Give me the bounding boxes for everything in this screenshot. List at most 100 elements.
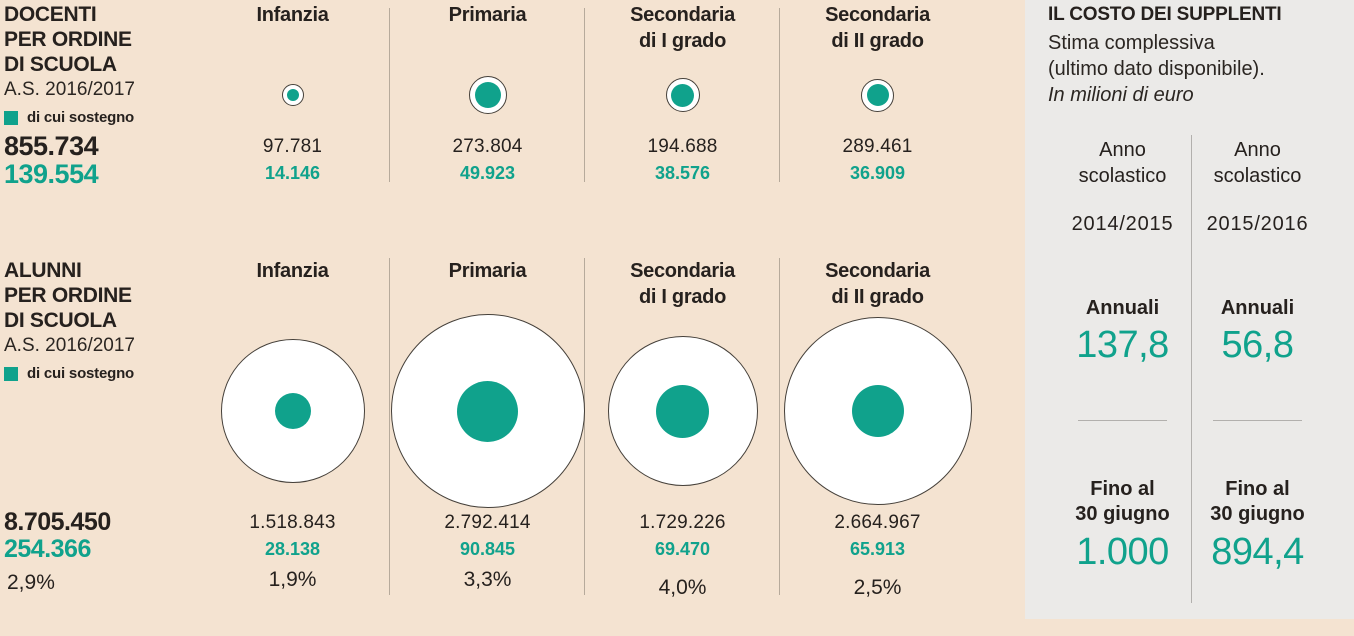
school-year-value: 2014/2015	[1071, 213, 1174, 235]
docenti-value: 289.461	[842, 136, 913, 157]
alunni-total-pct: 2,9%	[7, 571, 55, 594]
column-label: Secondaria di II grado	[780, 2, 975, 54]
docenti-sostegno-value: 38.576	[654, 163, 711, 183]
period-label-line: Anno	[1234, 139, 1281, 161]
alunni-legend: di cui sostegno	[4, 365, 194, 382]
docenti-title-line: PER ORDINE	[4, 28, 132, 51]
alunni-value: 1.729.226	[639, 512, 726, 533]
bubble-chart	[585, 315, 780, 507]
alunni-sostegno-total-value: 254.366	[4, 535, 91, 563]
sostegno-legend-label: di cui sostegno	[27, 365, 135, 382]
docenti-legend: di cui sostegno	[4, 109, 194, 126]
docenti-title-line: DOCENTI	[4, 3, 97, 26]
period-label: Anno scolastico	[1055, 137, 1190, 189]
column-label-line: Infanzia	[256, 260, 329, 282]
period-label-line: scolastico	[1078, 165, 1167, 187]
docenti-value: 194.688	[647, 136, 718, 157]
cost-panel: IL COSTO DEI SUPPLENTI Stima complessiva…	[1025, 0, 1354, 619]
column-label: Secondaria di I grado	[585, 258, 780, 310]
alunni-title-line: PER ORDINE	[4, 284, 132, 307]
column-divider	[389, 8, 390, 182]
column-label-line: di II grado	[831, 30, 924, 52]
cost-subtitle-line: (ultimo dato disponibile).	[1048, 58, 1265, 80]
june-cost-value: 894,4	[1211, 531, 1304, 573]
column-label-line: Infanzia	[256, 4, 329, 26]
alunni-totals: 8.705.450 254.366 2,9%	[4, 509, 194, 595]
alunni-school-year: A.S. 2016/2017	[4, 335, 135, 356]
alunni-pct-value: 3,3%	[463, 568, 512, 591]
docenti-sostegno-total-value: 139.554	[4, 159, 99, 189]
alunni-title-line: DI SCUOLA	[4, 309, 117, 332]
sostegno-legend-swatch	[4, 110, 18, 125]
column-divider	[389, 258, 390, 595]
column-label: Infanzia	[195, 2, 390, 28]
column-label-line: Secondaria	[630, 260, 735, 282]
june-label-line: Fino al	[1225, 478, 1290, 500]
bubble-chart	[780, 62, 975, 128]
june-label-line: Fino al	[1090, 478, 1155, 500]
annual-label: Annuali	[1085, 297, 1160, 319]
alunni-sostegno-value: 65.913	[849, 539, 906, 559]
alunni-pct-value: 2,5%	[853, 576, 902, 599]
alunni-total-value: 8.705.450	[4, 508, 111, 536]
cost-panel-title: IL COSTO DEI SUPPLENTI	[1048, 4, 1282, 25]
docenti-title: DOCENTI PER ORDINE DI SCUOLA	[4, 2, 194, 77]
bubble-inner-sostegno	[866, 84, 889, 106]
bubble-chart	[195, 315, 390, 507]
bubble-outer	[783, 317, 972, 505]
cost-separator-line	[1213, 420, 1302, 421]
docenti-header-block: DOCENTI PER ORDINE DI SCUOLA A.S. 2016/2…	[4, 2, 194, 126]
docenti-sostegno-value: 49.923	[459, 163, 516, 183]
column-divider	[584, 258, 585, 595]
bubble-inner-sostegno	[656, 384, 709, 438]
column-label: Secondaria di II grado	[780, 258, 975, 310]
june-label: Fino al 30 giugno	[1190, 477, 1325, 527]
alunni-header-block: ALUNNI PER ORDINE DI SCUOLA A.S. 2016/20…	[4, 258, 194, 382]
alunni-title: ALUNNI PER ORDINE DI SCUOLA	[4, 258, 194, 333]
june-label: Fino al 30 giugno	[1055, 477, 1190, 527]
column-label: Infanzia	[195, 258, 390, 284]
alunni-value: 1.518.843	[249, 512, 336, 533]
column-label-line: Secondaria	[825, 4, 930, 26]
bubble-inner-sostegno	[671, 83, 694, 107]
alunni-pct-value: 4,0%	[658, 576, 707, 599]
bubble-outer	[665, 78, 700, 112]
cost-column-2015-2016: Anno scolastico 2015/2016 Annuali 56,8 F…	[1190, 0, 1325, 619]
column-label: Primaria	[390, 258, 585, 284]
annual-cost-value: 56,8	[1221, 324, 1294, 366]
june-label-line: 30 giugno	[1075, 503, 1170, 525]
cost-column-2014-2015: Anno scolastico 2014/2015 Annuali 137,8 …	[1055, 0, 1190, 619]
docenti-sostegno-value: 14.146	[264, 163, 321, 183]
bubble-outer	[281, 84, 304, 106]
column-label-line: Primaria	[448, 4, 527, 26]
column-label-line: di II grado	[831, 286, 924, 308]
docenti-title-line: DI SCUOLA	[4, 53, 117, 76]
alunni-value: 2.792.414	[444, 512, 531, 533]
column-divider	[584, 8, 585, 182]
sostegno-legend-label: di cui sostegno	[27, 109, 135, 126]
bubble-chart	[585, 62, 780, 128]
alunni-title-line: ALUNNI	[4, 259, 82, 282]
bubble-outer	[861, 78, 894, 112]
column-label-line: di I grado	[638, 30, 726, 52]
bubble-outer	[607, 336, 758, 486]
column-label-line: Secondaria	[825, 260, 930, 282]
bubble-chart	[780, 315, 975, 507]
alunni-pct-value: 1,9%	[268, 568, 317, 591]
annual-label: Annuali	[1220, 297, 1295, 319]
alunni-sostegno-value: 90.845	[459, 539, 516, 559]
docenti-totals: 855.734 139.554	[4, 132, 194, 188]
bubble-inner-sostegno	[286, 89, 299, 101]
docenti-value: 97.781	[262, 136, 323, 157]
cost-panel-subtitle: Stima complessiva (ultimo dato disponibi…	[1048, 30, 1265, 108]
alunni-sostegno-value: 28.138	[264, 539, 321, 559]
bubble-outer	[390, 314, 585, 508]
cost-separator-line	[1078, 420, 1167, 421]
docenti-value: 273.804	[452, 136, 523, 157]
period-label-line: Anno	[1099, 139, 1146, 161]
alunni-sostegno-value: 69.470	[654, 539, 711, 559]
column-label: Secondaria di I grado	[585, 2, 780, 54]
column-label-line: Secondaria	[630, 4, 735, 26]
column-label: Primaria	[390, 2, 585, 28]
cost-subtitle-line: Stima complessiva	[1048, 32, 1215, 54]
